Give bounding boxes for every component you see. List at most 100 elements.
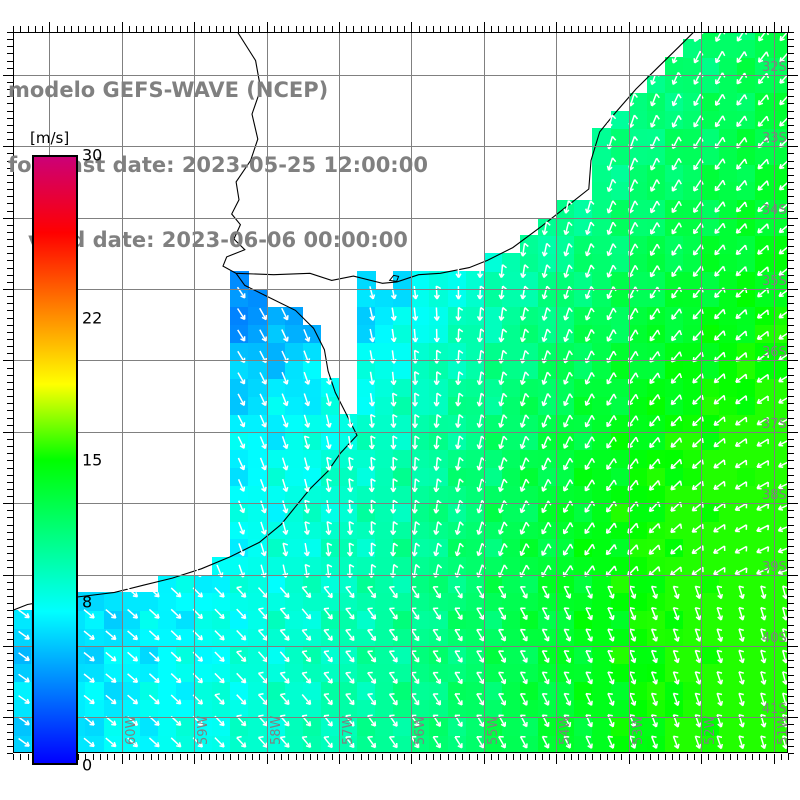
- field-cell: [556, 217, 575, 237]
- axis-tick: [788, 474, 794, 476]
- axis-tick: [643, 26, 645, 32]
- axis-tick: [788, 667, 794, 669]
- axis-tick: [382, 754, 384, 760]
- axis-tick: [570, 754, 572, 760]
- field-cell: [175, 663, 195, 683]
- axis-tick: [650, 754, 652, 760]
- axis-tick: [7, 603, 13, 605]
- field-cell: [248, 306, 268, 326]
- field-cell: [447, 431, 467, 451]
- field-cell: [520, 538, 539, 558]
- field-cell: [447, 521, 467, 540]
- field-cell: [628, 467, 648, 486]
- axis-tick: [614, 26, 616, 32]
- field-cell: [284, 681, 304, 701]
- axis-tick: [338, 754, 340, 764]
- field-cell: [429, 306, 449, 326]
- field-cell: [284, 431, 304, 451]
- axis-tick: [679, 754, 681, 760]
- field-cell: [375, 521, 394, 540]
- field-cell: [447, 288, 467, 308]
- field-cell: [465, 467, 485, 486]
- field-cell: [266, 396, 286, 415]
- axis-tick: [788, 124, 794, 126]
- field-cell: [103, 663, 123, 683]
- axis-tick: [7, 596, 13, 597]
- field-cell: [465, 521, 485, 540]
- field-cell: [646, 645, 666, 665]
- field-cell: [447, 413, 467, 433]
- field-cell: [465, 717, 485, 736]
- field-cell: [284, 449, 304, 469]
- axis-tick: [592, 754, 594, 760]
- field-cell: [175, 681, 195, 701]
- axis-tick: [628, 754, 630, 764]
- axis-tick: [788, 303, 794, 305]
- axis-tick: [505, 754, 507, 760]
- colorbar-tick-30: 30: [82, 145, 103, 165]
- latitude-label-37S: 37S: [762, 416, 787, 432]
- field-cell: [357, 628, 376, 647]
- field-cell: [628, 271, 648, 290]
- field-cell: [375, 413, 394, 433]
- field-cell: [483, 503, 503, 522]
- field-cell: [628, 485, 648, 504]
- axis-tick: [788, 574, 798, 576]
- axis-tick: [788, 60, 794, 62]
- field-cell: [538, 413, 557, 433]
- field-cell: [483, 645, 503, 665]
- field-cell: [338, 485, 358, 504]
- field-cell: [338, 735, 358, 753]
- field-cell: [628, 521, 648, 540]
- axis-tick: [179, 754, 181, 760]
- field-cell: [375, 645, 394, 665]
- axis-tick: [7, 303, 13, 305]
- axis-tick: [208, 754, 210, 760]
- axis-tick: [788, 710, 794, 712]
- field-cell: [284, 521, 304, 540]
- axis-tick: [7, 381, 13, 383]
- axis-tick: [788, 617, 794, 619]
- axis-tick: [7, 724, 13, 726]
- field-cell: [85, 663, 105, 683]
- field-cell: [212, 717, 231, 736]
- field-cell: [13, 717, 32, 736]
- axis-tick: [483, 22, 485, 32]
- field-cell: [357, 574, 376, 593]
- axis-tick: [657, 754, 659, 760]
- field-cell: [194, 592, 213, 611]
- field-cell: [212, 592, 231, 611]
- axis-tick: [585, 754, 587, 760]
- field-cell: [465, 413, 485, 433]
- field-cell: [592, 378, 612, 397]
- field-cell: [610, 271, 630, 290]
- field-cell: [465, 360, 485, 379]
- axis-tick: [7, 388, 13, 390]
- field-cell: [429, 396, 449, 415]
- field-cell: [574, 681, 594, 701]
- axis-tick: [563, 26, 565, 32]
- axis-tick: [7, 481, 13, 483]
- field-cell: [646, 521, 666, 540]
- axis-tick: [788, 638, 794, 640]
- field-cell: [411, 735, 431, 753]
- axis-tick: [730, 754, 732, 760]
- field-cell: [574, 717, 594, 736]
- axis-tick: [766, 754, 768, 760]
- axis-tick: [7, 496, 13, 497]
- axis-tick: [788, 360, 798, 362]
- axis-tick: [331, 754, 333, 760]
- field-cell: [302, 556, 322, 576]
- axis-tick: [7, 745, 13, 747]
- field-cell: [592, 681, 612, 701]
- field-cell: [429, 288, 449, 308]
- field-cell: [375, 735, 394, 753]
- field-cell: [375, 628, 394, 647]
- field-cell: [411, 360, 431, 379]
- field-cell: [574, 574, 594, 593]
- field-cell: [393, 503, 412, 522]
- axis-tick: [773, 22, 775, 32]
- axis-tick: [788, 246, 794, 248]
- axis-tick: [708, 26, 710, 32]
- axis-tick: [27, 754, 29, 760]
